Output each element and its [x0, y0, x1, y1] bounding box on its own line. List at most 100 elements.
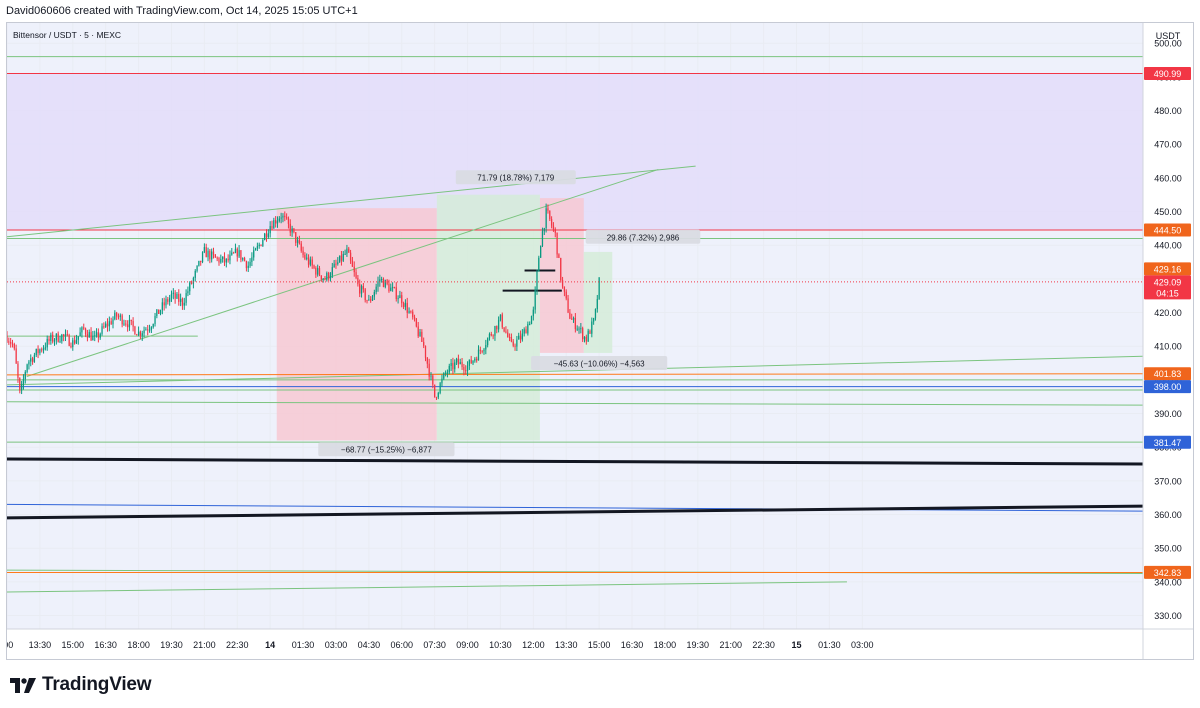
- price-badge-bg: [1144, 67, 1191, 81]
- candle: [105, 323, 107, 327]
- candle: [152, 323, 154, 328]
- candle: [435, 397, 438, 399]
- candle: [357, 278, 359, 285]
- price-badge: 490.99: [1144, 67, 1191, 81]
- candle: [218, 258, 220, 263]
- candle: [231, 252, 233, 255]
- candle: [371, 296, 374, 301]
- candle: [388, 283, 390, 292]
- candle: [97, 332, 100, 338]
- candle: [470, 359, 472, 364]
- candle: [61, 334, 63, 342]
- candle: [450, 362, 452, 366]
- candle: [333, 263, 335, 268]
- candle: [377, 281, 379, 287]
- candle: [200, 260, 202, 263]
- drawn-line[interactable]: [7, 581, 847, 593]
- candle: [472, 360, 474, 364]
- candle: [114, 312, 116, 320]
- candle: [88, 332, 90, 338]
- candle: [335, 263, 337, 265]
- price-tick-label: 360.00: [1154, 510, 1182, 520]
- candle: [406, 302, 408, 313]
- price-tick-label: 350.00: [1154, 544, 1182, 554]
- candle: [42, 348, 45, 351]
- candle: [295, 232, 297, 243]
- candle: [446, 372, 449, 374]
- candle: [355, 272, 357, 279]
- candle: [540, 245, 542, 258]
- candle: [256, 246, 259, 249]
- measure-label[interactable]: −68.77 (−15.25%) −6,877: [318, 442, 455, 457]
- candle: [232, 252, 235, 254]
- candle: [158, 309, 160, 314]
- candle: [176, 293, 178, 299]
- price-tick-label: 340.00: [1154, 577, 1182, 587]
- candle: [468, 359, 471, 366]
- plot-area[interactable]: 71.79 (18.78%) 7,179 29.86 (7.32%) 2,986 −…: [7, 23, 1143, 629]
- candle: [527, 324, 529, 334]
- candle: [483, 349, 485, 352]
- candle: [289, 223, 291, 233]
- time-tick-label: 13:30: [555, 640, 578, 650]
- drawn-line[interactable]: [7, 373, 1143, 376]
- drawn-line[interactable]: [7, 504, 1143, 520]
- candle: [391, 287, 394, 289]
- candlestick-chart[interactable]: 71.79 (18.78%) 7,179 29.86 (7.32%) 2,986 −…: [7, 23, 1193, 659]
- candle: [13, 344, 15, 349]
- candle: [315, 268, 317, 275]
- candle: [313, 265, 315, 269]
- candle: [148, 329, 151, 331]
- drawn-line[interactable]: [26, 168, 659, 377]
- candle: [139, 331, 142, 336]
- candle: [116, 312, 118, 317]
- candle: [386, 280, 388, 284]
- candle: [207, 250, 209, 258]
- drawn-line[interactable]: [7, 165, 696, 238]
- tradingview-logo[interactable]: TradingView: [10, 672, 152, 698]
- candle: [121, 315, 123, 325]
- measure-label[interactable]: −45.63 (−10.06%) −4,563: [531, 356, 668, 371]
- candle: [28, 361, 30, 365]
- candle: [501, 314, 503, 328]
- candle: [262, 240, 264, 246]
- measure-label-bg: [531, 356, 668, 371]
- candle: [307, 257, 310, 265]
- candle: [267, 233, 269, 238]
- candle: [50, 334, 52, 341]
- pink-zone: [539, 198, 584, 353]
- candle: [594, 309, 597, 319]
- drawn-line[interactable]: [7, 457, 1143, 466]
- candle: [362, 286, 365, 290]
- candle: [243, 258, 246, 262]
- candle: [174, 292, 176, 299]
- candle: [172, 292, 174, 294]
- candle: [63, 334, 65, 337]
- candle: [19, 377, 21, 391]
- price-badge: 401.83: [1144, 367, 1191, 381]
- measure-label[interactable]: 71.79 (18.78%) 7,179: [455, 170, 576, 185]
- price-tick-label: 370.00: [1154, 476, 1182, 486]
- measure-label[interactable]: 29.86 (7.32%) 2,986: [585, 229, 701, 244]
- candle: [311, 259, 313, 266]
- drawn-line[interactable]: [7, 503, 1143, 512]
- candle: [328, 272, 330, 279]
- candle: [444, 372, 447, 374]
- candle: [497, 320, 500, 330]
- candle: [264, 233, 266, 241]
- candle: [72, 340, 74, 348]
- candle: [510, 337, 513, 342]
- candle: [508, 337, 511, 339]
- candle: [443, 373, 445, 379]
- candle: [556, 232, 558, 255]
- price-badge-text: 342.83: [1154, 568, 1182, 578]
- candle: [487, 338, 489, 346]
- drawn-line[interactable]: [7, 401, 1143, 406]
- candle: [349, 252, 352, 261]
- candle: [428, 363, 430, 377]
- candle: [44, 347, 47, 349]
- price-badge-text: 490.99: [1154, 69, 1182, 79]
- candle: [512, 341, 514, 346]
- candle: [366, 300, 368, 302]
- candle: [170, 293, 173, 299]
